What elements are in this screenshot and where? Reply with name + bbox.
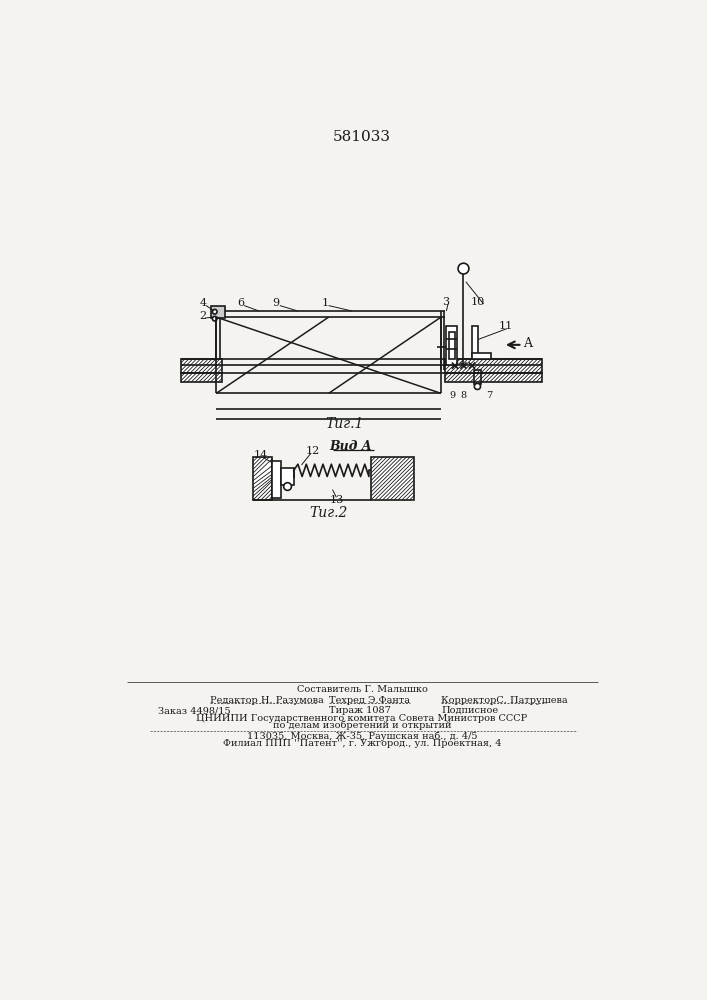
Text: 3: 3 bbox=[442, 297, 449, 307]
Text: Техред Э.Фанта: Техред Э.Фанта bbox=[329, 696, 409, 705]
Bar bbox=[472, 353, 491, 359]
Circle shape bbox=[212, 309, 217, 314]
Text: 1: 1 bbox=[321, 298, 328, 308]
Text: 8: 8 bbox=[460, 391, 467, 400]
Text: Вид A: Вид A bbox=[329, 440, 372, 453]
Bar bbox=[474, 370, 481, 384]
Text: 113035, Москва, Ж-35, Раушская наб., д. 4/5: 113035, Москва, Ж-35, Раушская наб., д. … bbox=[247, 731, 477, 741]
Text: Тираж 1087: Тираж 1087 bbox=[329, 706, 390, 715]
Text: Филиал ППП ''Патент'', г. Ужгород., ул. Проектная, 4: Филиал ППП ''Патент'', г. Ужгород., ул. … bbox=[223, 739, 501, 748]
Text: по делам изобретений и открытий: по делам изобретений и открытий bbox=[273, 720, 451, 730]
Circle shape bbox=[458, 263, 469, 274]
Bar bbox=[445, 373, 542, 382]
Bar bbox=[182, 373, 222, 382]
Text: 14: 14 bbox=[253, 450, 267, 460]
Bar bbox=[445, 359, 542, 373]
Text: 12: 12 bbox=[305, 446, 320, 456]
Bar bbox=[472, 326, 478, 356]
Text: Заказ 4498/15: Заказ 4498/15 bbox=[158, 706, 230, 715]
Circle shape bbox=[212, 316, 217, 321]
Text: 9: 9 bbox=[272, 298, 279, 308]
Bar bbox=[182, 359, 222, 373]
Text: 4: 4 bbox=[199, 298, 206, 308]
Bar bbox=[272, 461, 281, 498]
Text: 13: 13 bbox=[329, 495, 344, 505]
Text: 6: 6 bbox=[238, 298, 245, 308]
Text: A: A bbox=[523, 337, 532, 350]
Text: ЦНИИПИ Государственного комитета Совета Министров СССР: ЦНИИПИ Государственного комитета Совета … bbox=[197, 714, 527, 723]
Bar bbox=[446, 326, 457, 365]
Text: Составитель Г. Малышко: Составитель Г. Малышко bbox=[296, 685, 428, 694]
Bar bbox=[281, 468, 293, 485]
Text: 581033: 581033 bbox=[333, 130, 391, 144]
Text: Редактор Н. Разумова: Редактор Н. Разумова bbox=[210, 696, 324, 705]
Bar bbox=[371, 457, 414, 500]
Text: Τиг.2: Τиг.2 bbox=[310, 506, 348, 520]
Text: 9: 9 bbox=[450, 391, 456, 400]
Text: Τиг.1: Τиг.1 bbox=[325, 417, 363, 431]
Text: 2: 2 bbox=[199, 311, 206, 321]
Text: 11: 11 bbox=[498, 321, 513, 331]
Text: КорректорС. Патрушева: КорректорС. Патрушева bbox=[441, 696, 568, 705]
Bar bbox=[211, 306, 225, 318]
Bar bbox=[253, 457, 272, 500]
Text: 10: 10 bbox=[471, 297, 485, 307]
Circle shape bbox=[284, 483, 291, 490]
Text: Подписное: Подписное bbox=[441, 706, 498, 715]
Circle shape bbox=[474, 383, 481, 390]
Text: 7: 7 bbox=[486, 391, 492, 400]
Bar bbox=[449, 332, 455, 359]
